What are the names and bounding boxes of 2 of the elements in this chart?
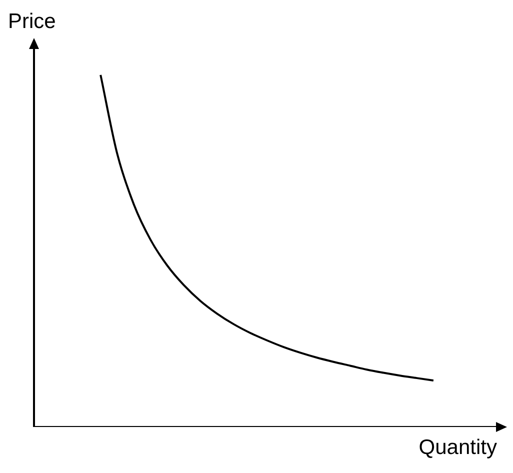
y-axis-title: Price — [8, 10, 56, 34]
x-axis-title: Quantity — [418, 436, 497, 460]
